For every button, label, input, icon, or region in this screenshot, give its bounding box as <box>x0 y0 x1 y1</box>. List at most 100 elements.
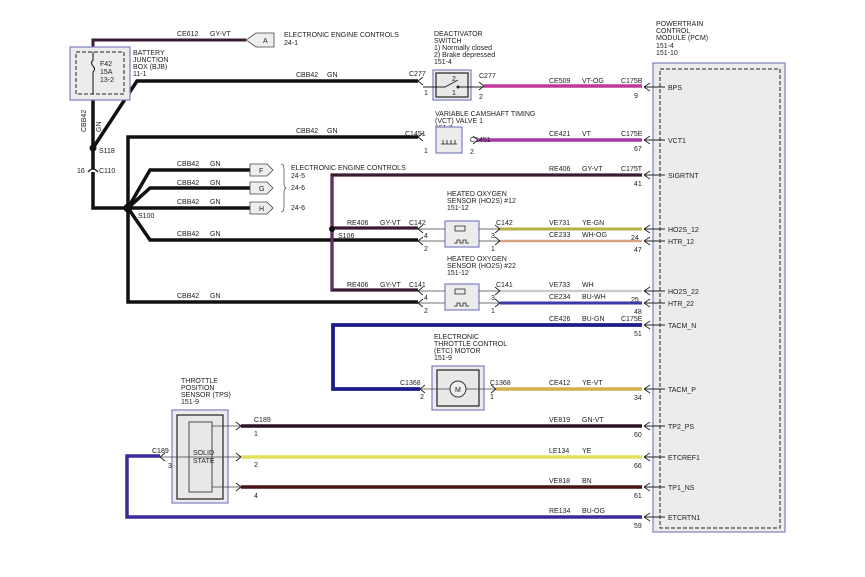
svg-text:24-6: 24-6 <box>291 205 305 212</box>
svg-text:2) Brake depressed: 2) Brake depressed <box>434 52 495 59</box>
svg-text:151-9: 151-9 <box>181 399 199 406</box>
svg-text:2: 2 <box>420 394 424 401</box>
wire-cbb42-main <box>91 100 128 210</box>
pcm-pin-name: HO2S_12 <box>668 227 699 234</box>
svg-text:2: 2 <box>424 308 428 315</box>
svg-text:HEATED OXYGEN: HEATED OXYGEN <box>447 256 507 263</box>
wire-color: GN <box>210 293 221 300</box>
svg-text:3: 3 <box>491 233 495 240</box>
connector-arrow-icon <box>643 224 665 234</box>
svg-text:2: 2 <box>452 76 456 83</box>
connector-arrow-icon <box>494 298 501 308</box>
svg-text:24-1: 24-1 <box>284 40 298 47</box>
svg-text:CONTROL: CONTROL <box>656 28 690 35</box>
svg-text:151-9: 151-9 <box>434 355 452 362</box>
svg-text:151-12: 151-12 <box>447 270 469 277</box>
vct-valve: VARIABLE CAMSHAFT TIMING (VCT) VALVE 1 1… <box>405 111 535 156</box>
connector-arrow-icon <box>235 482 242 492</box>
svg-text:H: H <box>259 206 264 213</box>
svg-text:STATE: STATE <box>193 458 215 465</box>
connector-c110-icon <box>87 168 99 173</box>
wire-cbb42-g <box>126 186 250 210</box>
wire-circuit: CE234 <box>549 294 571 301</box>
connector-arrow-icon <box>643 170 665 180</box>
connector-arrow-icon <box>417 132 424 142</box>
svg-text:VARIABLE CAMSHAFT TIMING: VARIABLE CAMSHAFT TIMING <box>435 111 535 118</box>
svg-text:1: 1 <box>491 308 495 315</box>
connector-arrow-icon <box>494 286 501 296</box>
connector-arrow-icon <box>643 482 665 492</box>
svg-text:HEATED OXYGEN: HEATED OXYGEN <box>447 191 507 198</box>
pcm-pins: BPS 9 CE509 VT-OG C175B VCT1 67 CE421 VT C175E SIG… <box>159 76 700 530</box>
connector-arrow-icon <box>235 421 242 431</box>
pcm-pin-name: VCT1 <box>668 138 686 145</box>
etc-motor: ELECTRONIC THROTTLE CONTROL (ETC) MOTOR … <box>400 334 511 411</box>
svg-text:(ETC) MOTOR: (ETC) MOTOR <box>434 348 481 355</box>
wire-label: CBB42 <box>177 293 199 300</box>
svg-text:151-12: 151-12 <box>447 205 469 212</box>
pcm-pin-name: TP1_NS <box>668 485 695 492</box>
svg-text:THROTTLE CONTROL: THROTTLE CONTROL <box>434 341 507 348</box>
connector-arrow-icon <box>494 236 501 246</box>
connector-arrow-icon <box>643 135 665 145</box>
eec-connector-a: CE612 GY-VT A ELECTRONIC ENGINE CONTROLS … <box>177 31 399 48</box>
connector-arrow-icon <box>417 76 424 86</box>
deactivator-switch: DEACTIVATOR SWITCH 1) Normally closed 2)… <box>409 31 496 101</box>
bjb-label: BATTERY <box>133 50 165 57</box>
eec-connectors-fgh: F G H ELECTRONIC ENGINE CONTROLS 24-5 24… <box>249 163 406 215</box>
pcm-connector: C175T <box>621 166 643 173</box>
pcm-pin-number: 67 <box>634 146 642 153</box>
connector-arrow-icon <box>494 224 501 234</box>
battery-junction-box: F42 15A 13-2 BATTERY JUNCTION BOX (BJB) … <box>69 46 168 101</box>
connector-arrow-icon <box>235 452 242 462</box>
wire-color: BU-WH <box>582 294 606 301</box>
wire-color: GN <box>210 180 221 187</box>
wire-cbb42-s106 <box>126 207 418 242</box>
sensor-heater-icon <box>454 225 469 244</box>
svg-text:CE612: CE612 <box>177 31 199 38</box>
svg-text:24-5: 24-5 <box>291 173 305 180</box>
motor-icon <box>449 380 467 398</box>
pcm-pin-number: 34 <box>634 395 642 402</box>
svg-text:C277: C277 <box>409 71 426 78</box>
connector-arrow-icon <box>159 452 166 462</box>
pcm-pin-name: HTR_22 <box>668 301 694 308</box>
svg-text:4: 4 <box>424 295 428 302</box>
svg-text:1: 1 <box>452 90 456 97</box>
svg-text:DEACTIVATOR: DEACTIVATOR <box>434 31 483 38</box>
svg-text:4: 4 <box>254 493 258 500</box>
sensor-heater-icon <box>454 288 469 307</box>
solenoid-icon <box>441 140 457 145</box>
svg-text:1) Normally closed: 1) Normally closed <box>434 45 492 52</box>
ho2s-12-sensor: HEATED OXYGEN SENSOR (HO2S) #12 151-12 R… <box>347 191 516 253</box>
s106-label: S106 <box>338 233 354 240</box>
wire-cbb42-f <box>126 168 250 209</box>
svg-text:C142: C142 <box>496 220 513 227</box>
wire-circuit: RE406 <box>549 166 571 173</box>
pcm-pin-number: 24 <box>631 235 639 242</box>
wires <box>87 38 642 519</box>
wire-color: GY-VT <box>582 166 603 173</box>
pcm-pin-name: HTR_12 <box>668 239 694 246</box>
svg-text:JUNCTION: JUNCTION <box>133 57 168 64</box>
svg-text:SWITCH: SWITCH <box>434 38 462 45</box>
vertical-circuit-label: CBB42 <box>81 110 88 132</box>
wire-color: BU-OG <box>582 508 605 515</box>
svg-text:SENSOR (TPS): SENSOR (TPS) <box>181 392 231 399</box>
svg-text:GY-VT: GY-VT <box>380 282 401 289</box>
svg-text:C189: C189 <box>152 448 169 455</box>
svg-text:GY-VT: GY-VT <box>380 220 401 227</box>
pcm-pin-number: 9 <box>634 93 638 100</box>
pcm-pin-number: 59 <box>634 523 642 530</box>
svg-text:RE406: RE406 <box>347 220 369 227</box>
wire-color: WH-OG <box>582 232 607 239</box>
c110-pin: 16 <box>77 168 85 175</box>
wire-cbb42-ho2s22 <box>126 208 418 304</box>
connector-arrow-icon <box>417 224 424 234</box>
wire-color: VT <box>582 131 592 138</box>
connector-arrow-icon <box>478 81 485 91</box>
wire-etcrtn1 <box>125 454 642 519</box>
svg-text:1: 1 <box>490 394 494 401</box>
pcm-connector: C175B <box>621 78 643 85</box>
